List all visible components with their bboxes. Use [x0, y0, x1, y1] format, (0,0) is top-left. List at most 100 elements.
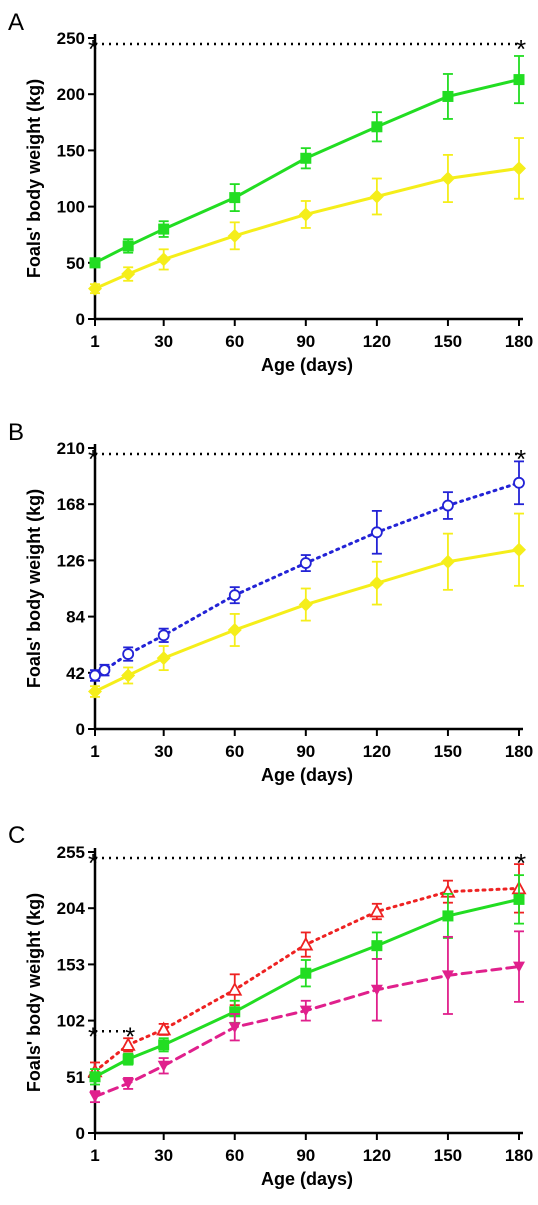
x-tick-label: 180 [505, 742, 533, 761]
series [88, 137, 526, 296]
data-point [228, 589, 241, 602]
x-tick-label: 60 [225, 1146, 244, 1165]
data-point [120, 1036, 136, 1051]
y-tick-label: 204 [57, 899, 86, 918]
data-point [88, 281, 102, 296]
data-point [89, 669, 101, 682]
data-point [121, 267, 136, 282]
data-point [512, 161, 526, 176]
y-axis-label: Foals' body weight (kg) [24, 79, 44, 278]
x-tick-label: 60 [225, 742, 244, 761]
x-tick-label: 120 [363, 332, 391, 351]
data-point [298, 207, 313, 222]
series [89, 930, 525, 1104]
y-tick-label: 51 [66, 1068, 85, 1087]
data-point [300, 152, 312, 164]
data-point [122, 1078, 135, 1090]
x-tick-label: 1 [90, 1146, 99, 1165]
data-point [156, 651, 171, 666]
data-point [442, 910, 454, 922]
x-tick-label: 30 [154, 332, 173, 351]
data-point [156, 252, 171, 267]
series-line [93, 481, 521, 677]
data-point [369, 576, 384, 591]
data-point [298, 597, 313, 612]
y-tick-label: 153 [57, 955, 85, 974]
x-tick-label: 120 [363, 1146, 391, 1165]
panel-b: B 0 42 84 126 168 210 1 30 60 90 120 150 180 Age (days… [8, 419, 533, 785]
y-tick-label: 50 [66, 254, 85, 273]
significance-asterisk: * [88, 444, 98, 474]
data-point [299, 1005, 312, 1017]
x-tick-label: 150 [434, 1146, 462, 1165]
series [89, 874, 525, 1086]
data-point [89, 257, 101, 269]
series-line [93, 897, 521, 1079]
x-axis-label: Age (days) [261, 1169, 353, 1189]
data-point [299, 557, 312, 569]
data-point [513, 893, 525, 905]
y-axis-label: Foals' body weight (kg) [24, 893, 44, 1092]
significance-asterisk: * [516, 848, 526, 878]
series-line [93, 166, 521, 291]
x-tick-label: 150 [434, 332, 462, 351]
data-point [369, 903, 385, 918]
panel-label: B [8, 419, 24, 446]
series [89, 55, 525, 269]
data-point [157, 629, 170, 642]
x-tick-label: 90 [296, 1146, 315, 1165]
data-point [158, 1039, 170, 1051]
significance-asterisk: * [516, 444, 526, 474]
y-tick-label: 0 [76, 1124, 85, 1143]
x-tick-label: 150 [434, 742, 462, 761]
series-line [93, 965, 521, 1099]
data-point [156, 1021, 172, 1036]
x-tick-label: 180 [505, 1146, 533, 1165]
data-point [513, 476, 525, 489]
y-tick-label: 168 [57, 495, 85, 514]
x-tick-label: 90 [296, 332, 315, 351]
data-point [229, 1006, 241, 1018]
panel-label: A [8, 9, 24, 36]
series-line [93, 78, 521, 265]
data-point [228, 1022, 241, 1034]
panel-label: C [8, 822, 25, 849]
series [88, 512, 526, 699]
x-axis-label: Age (days) [261, 355, 353, 375]
data-point [89, 1071, 101, 1083]
series-line [93, 548, 521, 694]
x-tick-label: 1 [90, 742, 99, 761]
significance-asterisk: * [88, 34, 98, 64]
panel-c: C 0 51 102 153 204 255 1 30 60 90 120 150 180 Age (day… [8, 822, 533, 1189]
y-axis-label: Foals' body weight (kg) [24, 489, 44, 688]
data-point [442, 90, 454, 102]
x-tick-label: 120 [363, 742, 391, 761]
significance-asterisk: * [516, 34, 526, 64]
data-point [98, 664, 111, 677]
data-point [369, 189, 384, 204]
x-tick-label: 60 [225, 332, 244, 351]
data-point [227, 622, 242, 637]
y-tick-label: 250 [57, 29, 85, 48]
data-point [513, 74, 525, 86]
data-point [157, 1060, 170, 1072]
data-point [512, 542, 526, 557]
data-point [88, 684, 102, 699]
data-point [227, 228, 242, 243]
x-tick-label: 180 [505, 332, 533, 351]
significance-asterisk: * [88, 1021, 98, 1051]
x-tick-label: 90 [296, 742, 315, 761]
y-tick-label: 102 [57, 1012, 85, 1031]
series [89, 460, 525, 682]
data-point [440, 171, 455, 186]
data-point [371, 121, 383, 133]
data-point [442, 499, 454, 512]
data-point [158, 223, 170, 235]
data-point [440, 554, 455, 569]
data-point [513, 961, 525, 973]
data-point [298, 936, 314, 951]
y-tick-label: 200 [57, 85, 85, 104]
x-axis-label: Age (days) [261, 765, 353, 785]
x-tick-label: 1 [90, 332, 99, 351]
data-point [122, 648, 135, 660]
